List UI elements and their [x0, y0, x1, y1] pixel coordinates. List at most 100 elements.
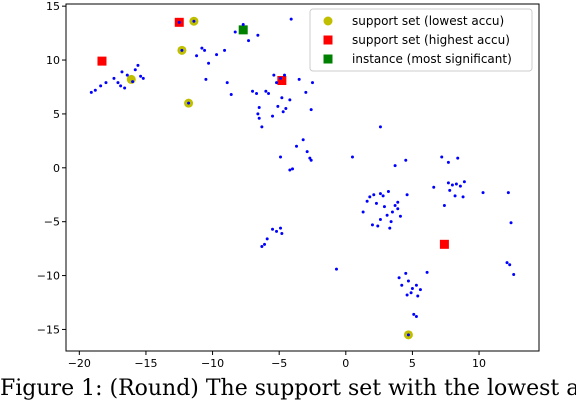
data-point — [284, 107, 288, 111]
y-tick-label: 10 — [46, 54, 60, 67]
plot-marks — [89, 16, 516, 340]
data-point — [264, 89, 268, 93]
data-point — [288, 168, 292, 172]
data-point — [263, 242, 267, 246]
data-point — [405, 193, 409, 197]
data-point — [283, 73, 287, 77]
x-tick-label: −5 — [271, 357, 287, 370]
data-point — [453, 194, 457, 198]
data-point — [481, 191, 485, 195]
data-point — [405, 293, 409, 297]
data-point — [390, 210, 394, 214]
x-tick-label: 5 — [409, 357, 416, 370]
data-point — [123, 86, 127, 90]
data-point — [203, 48, 207, 52]
data-point — [297, 77, 301, 81]
data-point — [432, 185, 436, 189]
data-point — [177, 20, 181, 24]
data-point — [409, 291, 413, 295]
data-point — [512, 272, 516, 276]
y-tick-label: −15 — [37, 323, 60, 336]
data-point — [276, 104, 280, 108]
data-point — [378, 125, 382, 129]
data-point — [376, 224, 380, 228]
data-point — [414, 283, 418, 287]
data-point — [310, 81, 314, 85]
data-point — [398, 214, 402, 218]
data-point — [288, 98, 292, 102]
highest-accu-point — [277, 76, 287, 86]
data-point — [99, 84, 103, 88]
data-point — [404, 271, 408, 275]
data-point — [187, 101, 191, 105]
data-point — [385, 213, 389, 217]
legend-label: support set (lowest accu) — [352, 14, 504, 28]
data-point — [139, 74, 143, 78]
y-tick-label: 5 — [53, 108, 60, 121]
figure-caption: Figure 1: (Round) The support set with t… — [0, 376, 576, 401]
data-point — [414, 315, 418, 319]
data-point — [378, 218, 382, 222]
x-tick-label: −15 — [134, 357, 157, 370]
data-point — [271, 227, 275, 231]
data-point — [204, 77, 208, 81]
data-point — [509, 221, 513, 225]
data-point — [308, 156, 312, 160]
data-point — [200, 46, 204, 50]
data-point — [410, 286, 414, 290]
data-point — [207, 61, 211, 65]
data-point — [378, 192, 382, 196]
x-tick-label: 10 — [472, 357, 486, 370]
data-point — [104, 81, 108, 85]
data-point — [462, 180, 466, 184]
data-point — [279, 226, 283, 230]
data-point — [295, 144, 299, 148]
series-3 — [89, 17, 516, 337]
data-point — [280, 96, 284, 100]
data-point — [425, 270, 429, 274]
data-point — [136, 63, 140, 67]
data-point — [257, 105, 261, 109]
data-point — [370, 223, 374, 227]
data-point — [195, 54, 199, 58]
data-point — [400, 283, 404, 287]
data-point — [397, 276, 401, 280]
data-point — [461, 195, 465, 199]
plot-frame — [65, 3, 540, 352]
data-point — [255, 91, 259, 95]
data-point — [256, 33, 260, 37]
data-point — [388, 226, 392, 230]
legend-label: support set (highest accu) — [352, 33, 510, 47]
data-point — [389, 220, 393, 224]
data-point — [301, 138, 305, 142]
data-point — [119, 84, 123, 88]
data-point — [446, 160, 450, 164]
data-point — [229, 93, 233, 97]
data-point — [406, 333, 410, 337]
data-point — [141, 76, 145, 80]
data-point — [281, 110, 285, 114]
x-tick-label: −20 — [68, 357, 91, 370]
scatter-plot: −20 −15 −10 −5 0 5 10 −15 −10 −5 0 5 10 15 support se… — [37, 0, 540, 370]
data-point — [275, 81, 279, 85]
data-point — [382, 205, 386, 209]
data-point — [223, 48, 227, 52]
data-point — [247, 39, 251, 43]
x-tick-label: 0 — [342, 357, 349, 370]
y-tick-label: 0 — [53, 162, 60, 175]
data-point — [361, 210, 365, 214]
data-point — [454, 182, 458, 186]
data-point — [416, 294, 420, 298]
highest-accu-point — [439, 239, 449, 249]
data-point — [334, 267, 338, 271]
data-point — [116, 81, 120, 85]
data-point — [251, 89, 255, 93]
data-point — [442, 204, 446, 208]
highest-accu-point — [97, 56, 107, 66]
data-point — [374, 201, 378, 205]
data-point — [446, 181, 450, 185]
data-point — [393, 204, 397, 208]
data-point — [112, 76, 116, 80]
x-tick-label: −10 — [201, 357, 224, 370]
legend-box — [309, 8, 533, 72]
